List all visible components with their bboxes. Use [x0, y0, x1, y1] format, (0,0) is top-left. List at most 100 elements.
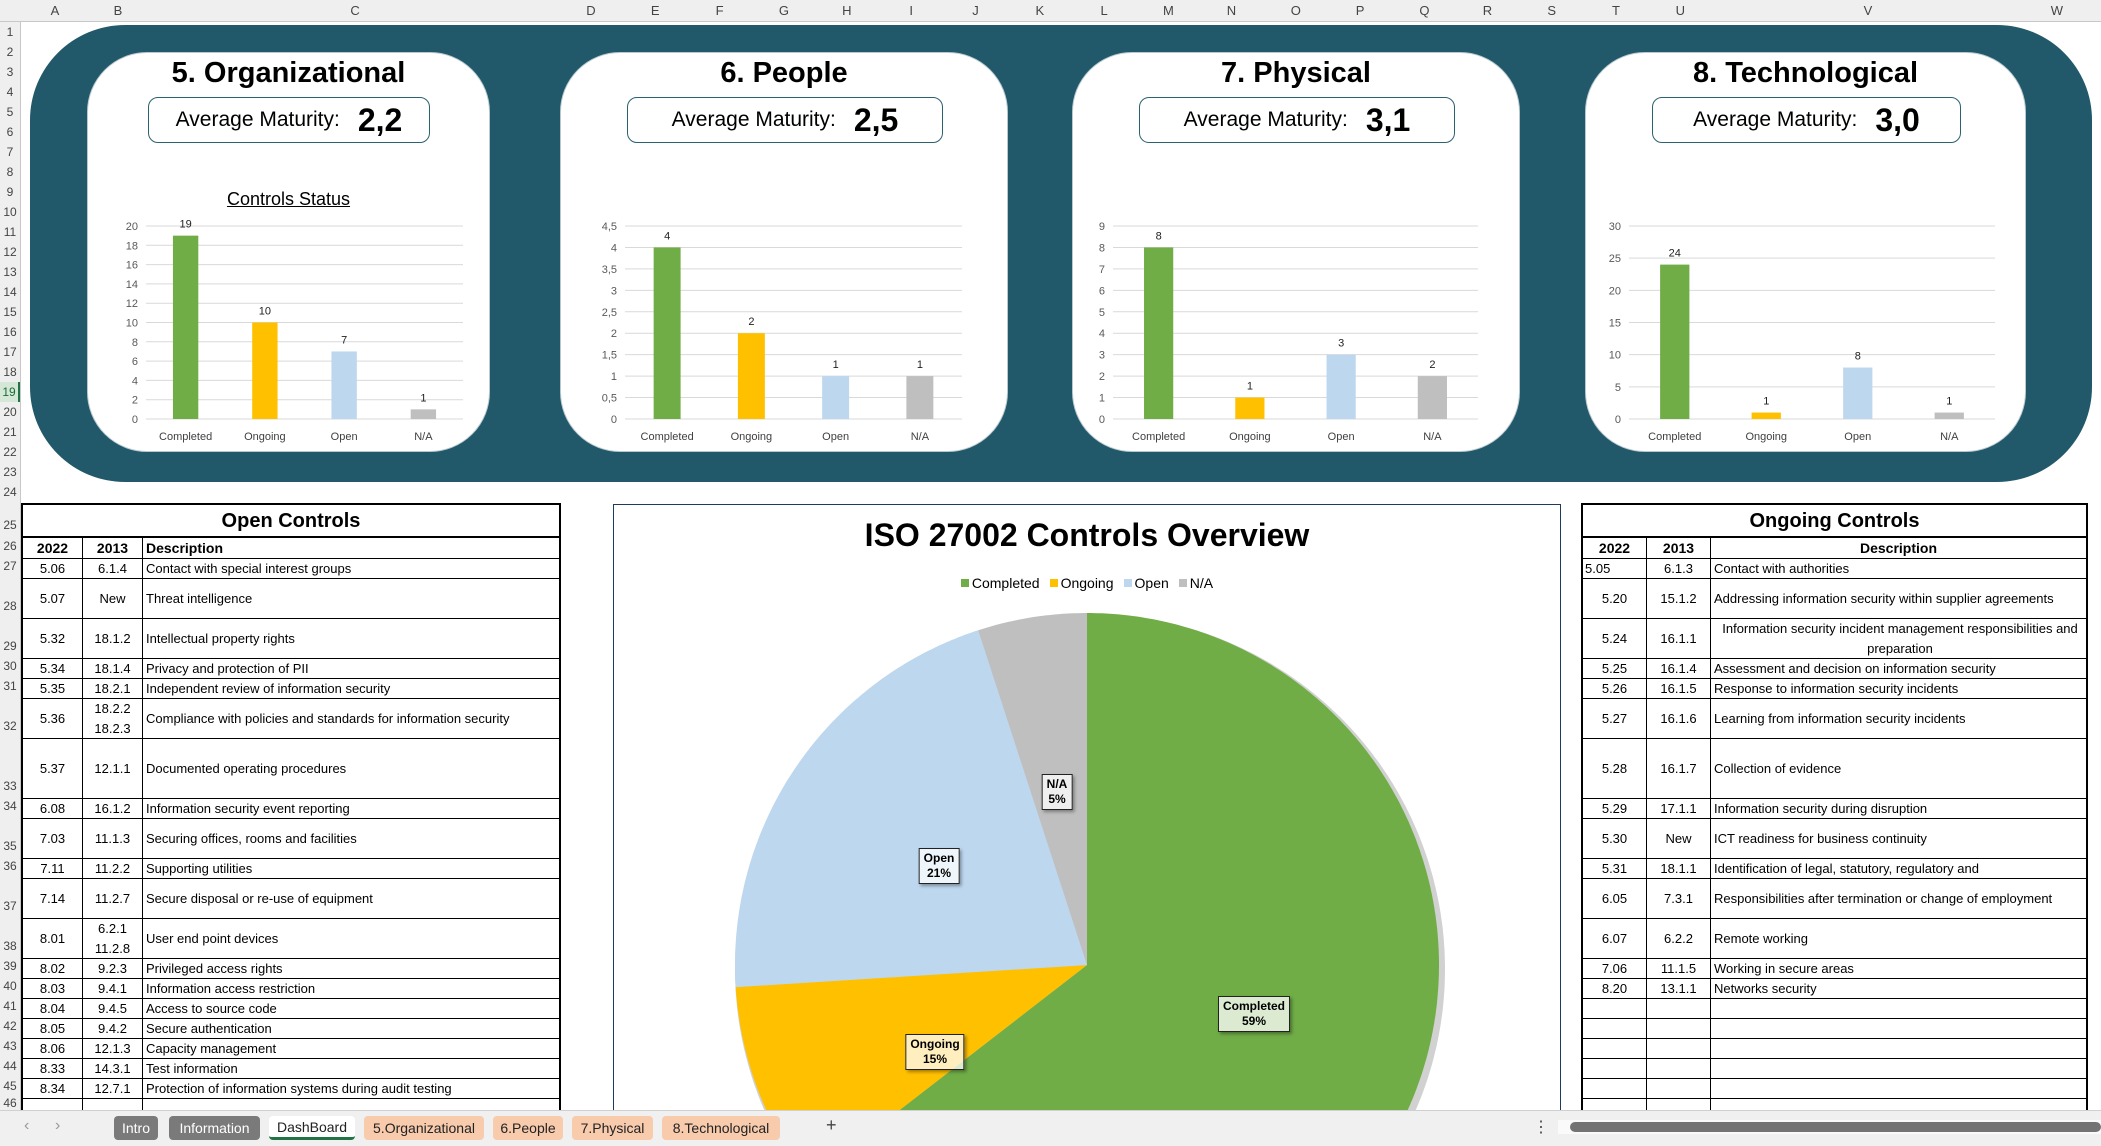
row-number[interactable]: 33 — [3, 779, 17, 793]
row-number[interactable]: 29 — [3, 639, 17, 653]
col-2022-cell[interactable]: 5.29 — [1583, 799, 1647, 819]
column-letter[interactable]: F — [715, 3, 724, 18]
col-2013-cell[interactable]: 17.1.1 — [1647, 799, 1711, 819]
description-cell[interactable]: Securing offices, rooms and facilities — [143, 819, 559, 859]
column-letter[interactable]: Q — [1419, 3, 1430, 18]
row-number[interactable]: 2 — [6, 45, 14, 59]
column-letter[interactable]: V — [1863, 3, 1873, 18]
row-number[interactable]: 23 — [3, 465, 17, 479]
col-2013-cell[interactable] — [1647, 1079, 1711, 1099]
col-2013-cell[interactable]: 6.1.4 — [83, 559, 143, 579]
col-2022-cell[interactable]: 8.33 — [23, 1059, 83, 1079]
column-letter[interactable]: I — [909, 3, 913, 18]
col-2022-cell[interactable]: 5.28 — [1583, 739, 1647, 799]
row-number[interactable]: 17 — [3, 345, 17, 359]
column-letter[interactable]: C — [350, 3, 360, 18]
col-2022-cell[interactable] — [1583, 999, 1647, 1019]
col-2022-cell[interactable]: 6.05 — [1583, 879, 1647, 919]
row-number[interactable]: 24 — [3, 485, 17, 499]
bar-chart[interactable]: 0 0,5 1 1,5 2 2,5 3 3,5 4 4,5 4 Completed 2 Ongoing 1 O… — [561, 53, 1009, 451]
col-2013-cell[interactable]: 6.1.3 — [1647, 559, 1711, 579]
col-2022-cell[interactable] — [1583, 1079, 1647, 1099]
col-2022-cell[interactable]: 5.31 — [1583, 859, 1647, 879]
col-2013-cell[interactable] — [1647, 1059, 1711, 1079]
column-letter[interactable]: D — [586, 3, 596, 18]
col-2022-cell[interactable]: 5.26 — [1583, 679, 1647, 699]
sheet-tab-7-physical[interactable]: 7.Physical — [572, 1116, 653, 1140]
row-number[interactable]: 43 — [3, 1039, 17, 1053]
more-options-icon[interactable]: ⋮ — [1533, 1119, 1549, 1136]
row-number[interactable]: 30 — [3, 659, 17, 673]
col-2022-cell[interactable]: 5.20 — [1583, 579, 1647, 619]
description-cell[interactable]: Privacy and protection of PII — [143, 659, 559, 679]
column-letter[interactable]: U — [1675, 3, 1686, 18]
column-letter[interactable]: O — [1290, 3, 1301, 18]
column-letter[interactable]: M — [1163, 3, 1174, 18]
pie-slice-completed[interactable] — [898, 613, 1439, 1111]
row-number[interactable]: 18 — [3, 365, 17, 379]
scrollbar-thumb[interactable] — [1570, 1122, 2101, 1132]
row-number[interactable]: 44 — [3, 1059, 17, 1073]
col-2022-cell[interactable]: 8.05 — [23, 1019, 83, 1039]
column-letter[interactable]: B — [113, 3, 123, 18]
column-letter[interactable]: A — [50, 3, 60, 18]
col-2022-cell[interactable]: 7.06 — [1583, 959, 1647, 979]
legend-item[interactable]: Completed — [960, 575, 1040, 591]
row-number[interactable]: 27 — [3, 559, 17, 573]
column-letter[interactable]: J — [972, 3, 979, 18]
row-number[interactable]: 25 — [3, 518, 17, 532]
description-cell[interactable]: Remote working — [1711, 919, 2086, 959]
col-2013-cell[interactable]: 9.2.3 — [83, 959, 143, 979]
prev-sheet-icon[interactable]: ‹ — [24, 1117, 30, 1134]
row-number[interactable]: 28 — [3, 599, 17, 613]
row-number[interactable]: 42 — [3, 1019, 17, 1033]
col-2022-cell[interactable]: 8.01 — [23, 919, 83, 959]
legend-item[interactable]: Ongoing — [1049, 575, 1114, 591]
col-2022-cell[interactable]: 5.05 — [1583, 559, 1647, 579]
row-number[interactable]: 8 — [6, 165, 14, 179]
row-number[interactable]: 31 — [3, 679, 17, 693]
col-2013-cell[interactable]: 9.4.1 — [83, 979, 143, 999]
row-number[interactable]: 36 — [3, 859, 17, 873]
description-cell[interactable]: Supporting utilities — [143, 859, 559, 879]
bar-chart[interactable]: 0 2 4 6 8 10 12 14 16 18 20 19 Completed 10 Ongoing 7 Op… — [88, 53, 491, 451]
row-number[interactable]: 38 — [3, 939, 17, 953]
bar-chart[interactable]: 0 5 10 15 20 25 30 24 Completed 1 Ongoing 8 Open 1 N/A — [1586, 53, 2027, 451]
col-2022-cell[interactable]: 8.06 — [23, 1039, 83, 1059]
col-2022-cell[interactable] — [1583, 1059, 1647, 1079]
col-2013-cell[interactable]: 18.1.4 — [83, 659, 143, 679]
row-number[interactable]: 35 — [3, 839, 17, 853]
col-2022-cell[interactable]: 5.07 — [23, 579, 83, 619]
col-2013-cell[interactable] — [1647, 999, 1711, 1019]
col-2013-cell[interactable]: 12.7.1 — [83, 1079, 143, 1099]
description-cell[interactable]: Assessment and decision on information s… — [1711, 659, 2086, 679]
col-2022-cell[interactable]: 6.07 — [1583, 919, 1647, 959]
column-letter[interactable]: W — [2050, 3, 2064, 18]
legend-item[interactable]: N/A — [1178, 575, 1213, 591]
column-letter[interactable]: H — [842, 3, 852, 18]
col-2013-cell[interactable]: 16.1.6 — [1647, 699, 1711, 739]
description-cell[interactable]: Collection of evidence — [1711, 739, 2086, 799]
pie-slice-open[interactable] — [735, 630, 1087, 988]
description-cell[interactable]: Information security during disruption — [1711, 799, 2086, 819]
col-2022-cell[interactable]: 5.34 — [23, 659, 83, 679]
col-2013-cell[interactable]: 11.1.3 — [83, 819, 143, 859]
sheet-tab-5-organizational[interactable]: 5.Organizational — [364, 1116, 484, 1140]
col-2022-cell[interactable]: 8.20 — [1583, 979, 1647, 999]
col-2013-cell[interactable] — [1647, 1039, 1711, 1059]
row-number[interactable]: 1 — [6, 25, 14, 39]
col-2013-cell[interactable]: 6.2.2 — [1647, 919, 1711, 959]
description-cell[interactable] — [1711, 1059, 2086, 1079]
row-number[interactable]: 3 — [6, 65, 14, 79]
description-cell[interactable]: User end point devices — [143, 919, 559, 959]
description-cell[interactable]: Intellectual property rights — [143, 619, 559, 659]
col-2022-cell[interactable]: 5.24 — [1583, 619, 1647, 659]
col-2013-cell[interactable]: 18.2.2 18.2.3 — [83, 699, 143, 739]
col-2022-cell[interactable] — [1583, 1019, 1647, 1039]
row-number[interactable]: 21 — [3, 425, 17, 439]
col-2013-cell[interactable]: 16.1.7 — [1647, 739, 1711, 799]
col-2022-cell[interactable]: 8.34 — [23, 1079, 83, 1099]
description-cell[interactable]: Independent review of information securi… — [143, 679, 559, 699]
col-2022-cell[interactable]: 5.32 — [23, 619, 83, 659]
description-cell[interactable]: Contact with special interest groups — [143, 559, 559, 579]
